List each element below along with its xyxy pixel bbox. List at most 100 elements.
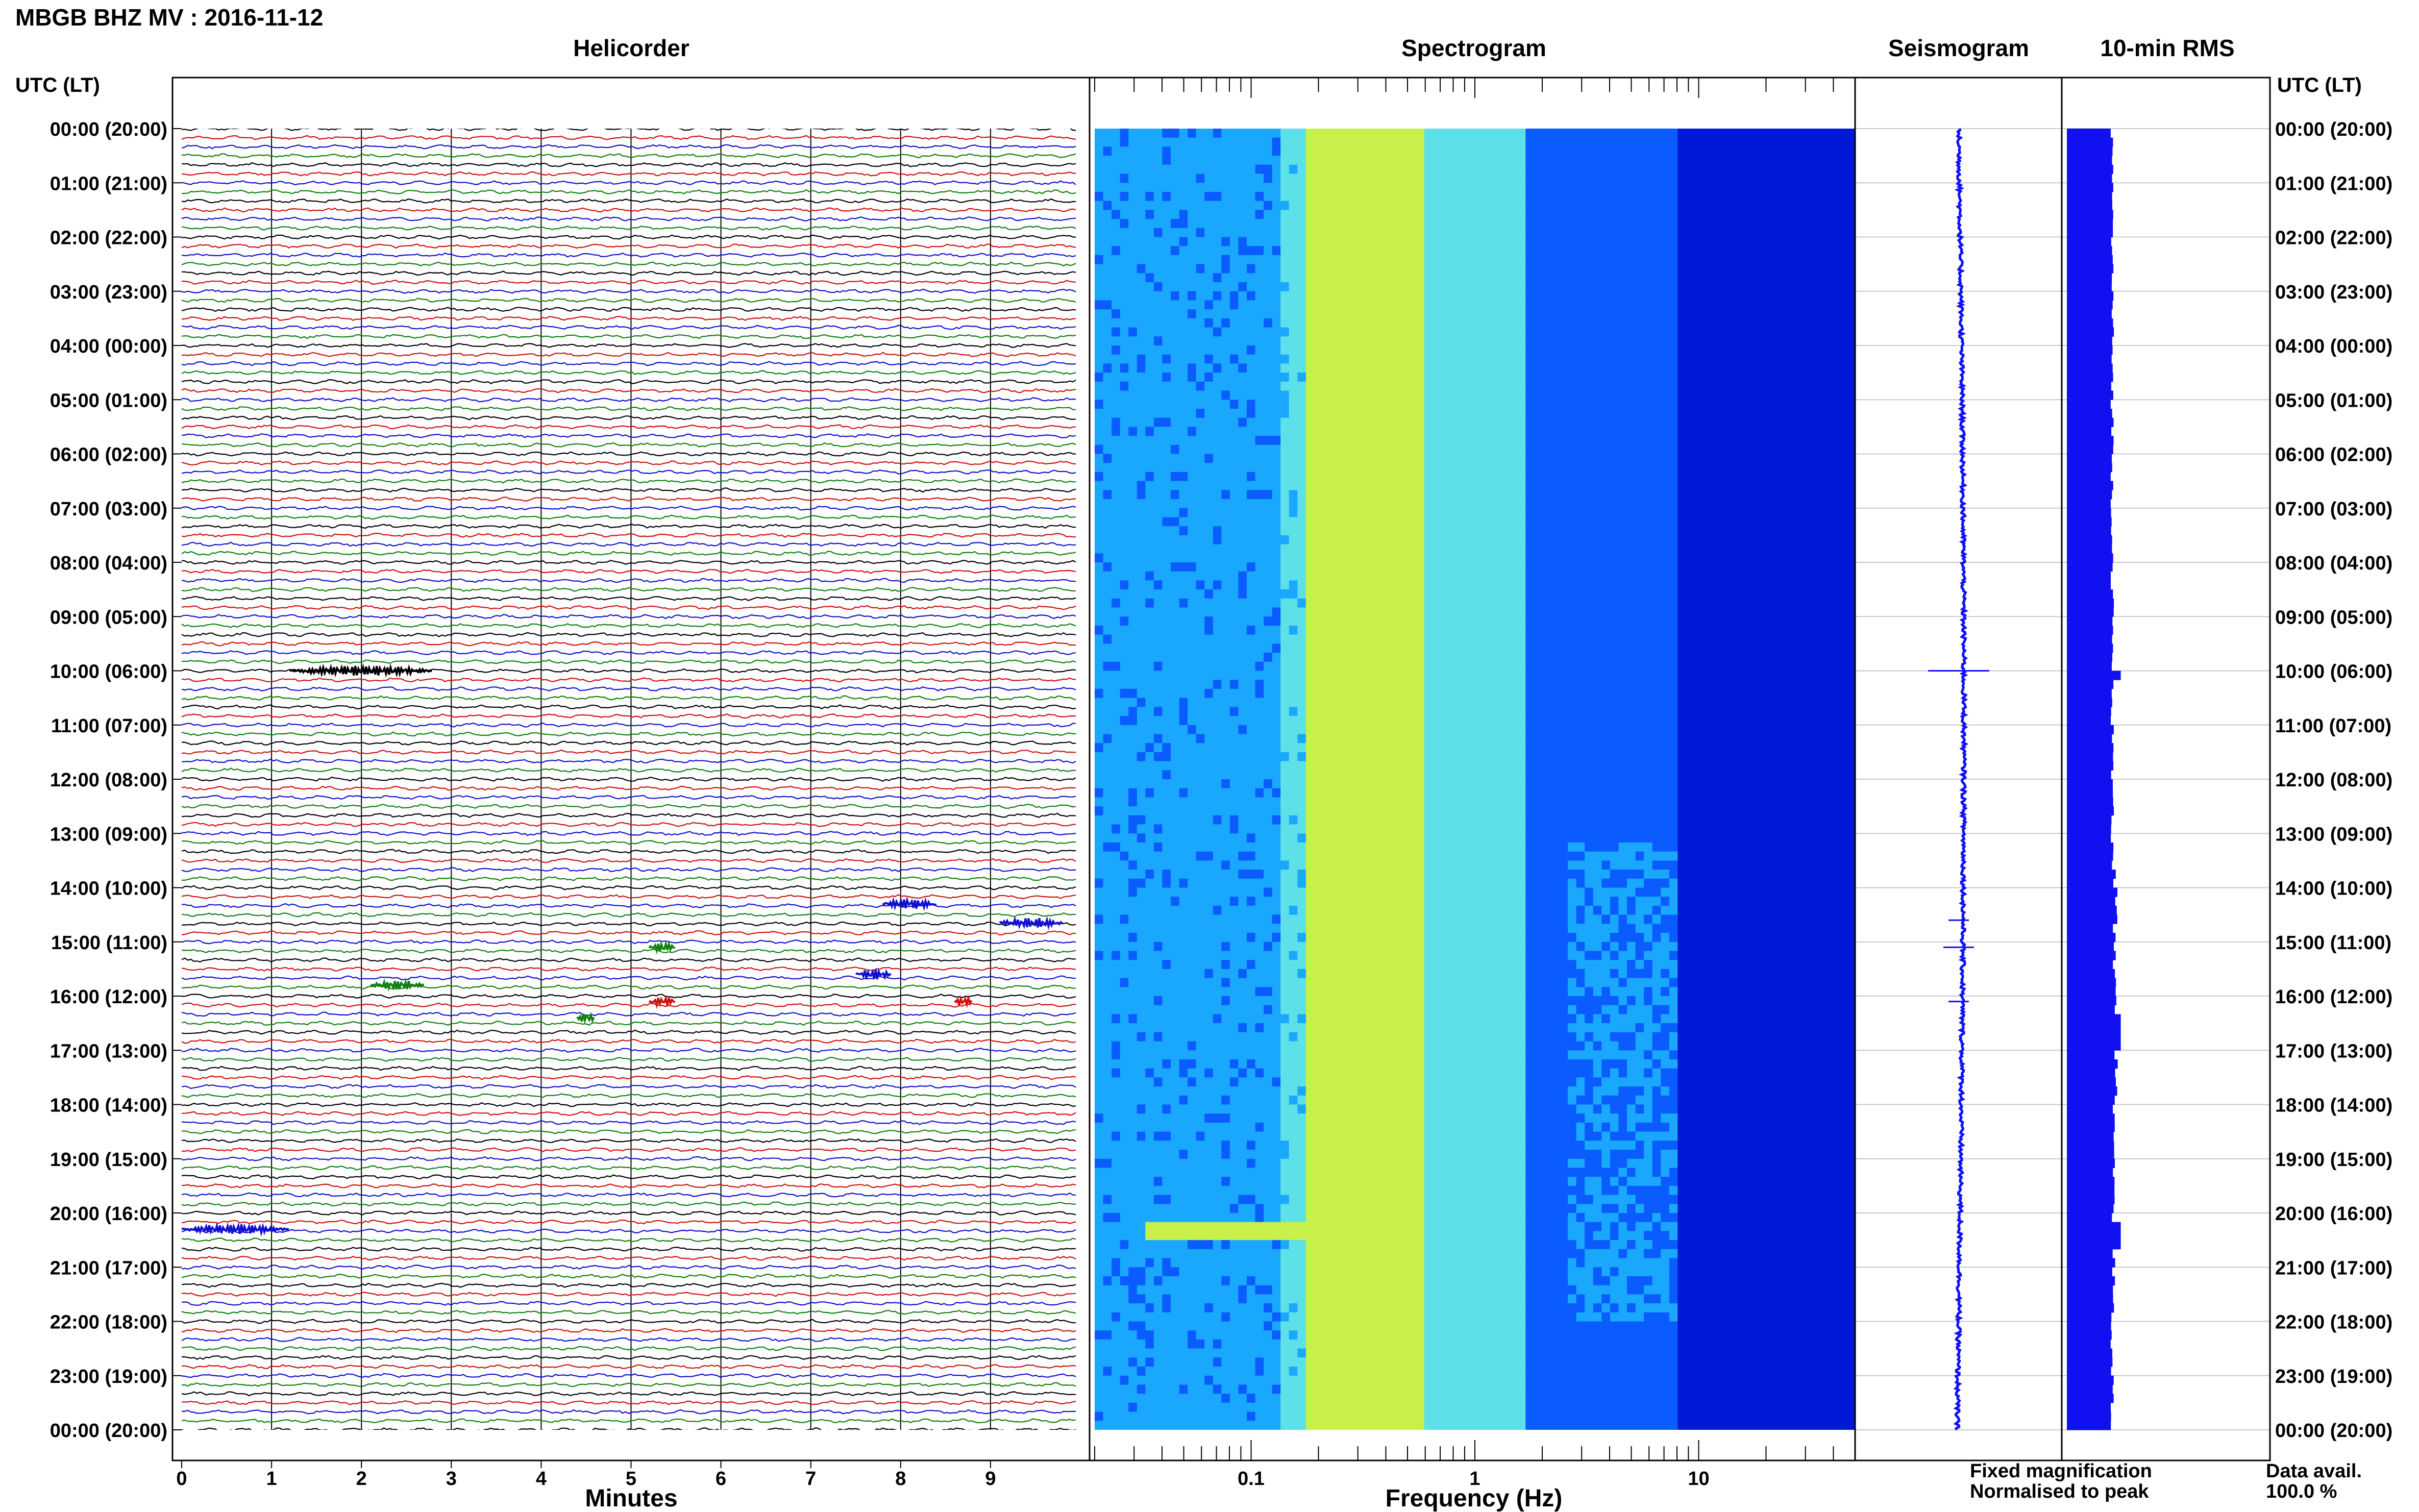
spectrogram-cell xyxy=(1331,210,1340,219)
spectrogram-cell xyxy=(1424,173,1433,183)
spectrogram-cell xyxy=(1509,553,1518,563)
spectrogram-cell xyxy=(1331,264,1340,274)
spectrogram-cell xyxy=(1264,589,1273,599)
spectrogram-cell xyxy=(1509,400,1518,409)
spectrogram-cell xyxy=(1830,526,1839,536)
spectrogram-cell xyxy=(1652,192,1661,202)
spectrogram-cell xyxy=(1686,327,1695,337)
spectrogram-cell xyxy=(1272,228,1281,238)
spectrogram-cell xyxy=(1509,571,1518,581)
spectrogram-cell xyxy=(1153,228,1163,238)
spectrogram-cell xyxy=(1492,454,1501,463)
spectrogram-cell xyxy=(1314,273,1323,283)
spectrogram-cell xyxy=(1179,282,1188,292)
spectrogram-cell xyxy=(1787,318,1796,328)
spectrogram-cell xyxy=(1568,400,1577,409)
spectrogram-cell xyxy=(1204,363,1214,373)
spectrogram-cell xyxy=(1559,535,1568,545)
spectrogram-cell xyxy=(1179,535,1188,545)
spectrogram-cell xyxy=(1500,580,1509,590)
spectrogram-cell xyxy=(1686,517,1695,527)
spectrogram-cell xyxy=(1314,345,1323,355)
spectrogram-cell xyxy=(1830,571,1839,581)
spectrogram-cell xyxy=(1407,454,1416,463)
spectrogram-cell xyxy=(1424,282,1433,292)
spectrogram-cell xyxy=(1340,454,1349,463)
spectrogram-cell xyxy=(1754,318,1763,328)
spectrogram-cell xyxy=(1601,481,1611,490)
spectrogram-cell xyxy=(1686,589,1695,599)
spectrogram-cell xyxy=(1711,562,1720,572)
spectrogram-cell xyxy=(1348,427,1357,436)
spectrogram-cell xyxy=(1264,562,1273,572)
spectrogram-cell xyxy=(1492,273,1501,283)
spectrogram-cell xyxy=(1601,535,1611,545)
spectrogram-cell xyxy=(1585,237,1594,246)
spectrogram-cell xyxy=(1635,454,1644,463)
spectrogram-cell xyxy=(1441,553,1450,563)
spectrogram-cell xyxy=(1694,201,1704,210)
spectrogram-cell xyxy=(1229,237,1239,246)
spectrogram-cell xyxy=(1728,183,1737,192)
spectrogram-cell xyxy=(1652,598,1661,608)
spectrogram-cell xyxy=(1204,129,1214,138)
spectrogram-cell xyxy=(1703,409,1712,418)
spectrogram-cell xyxy=(1433,409,1442,418)
spectrogram-cell xyxy=(1669,517,1678,527)
spectrogram-cell xyxy=(1314,210,1323,219)
spectrogram-cell xyxy=(1720,481,1729,490)
spectrogram-cell xyxy=(1112,363,1121,373)
spectrogram-cell xyxy=(1280,291,1290,301)
spectrogram-cell xyxy=(1627,264,1636,274)
spectrogram-cell xyxy=(1728,282,1737,292)
spectrogram-cell xyxy=(1247,390,1256,400)
spectrogram-cell xyxy=(1204,598,1214,608)
spectrogram-cell xyxy=(1416,219,1425,229)
spectrogram-cell xyxy=(1433,228,1442,238)
spectrogram-cell xyxy=(1297,219,1306,229)
spectrogram-cell xyxy=(1509,246,1518,256)
spectrogram-cell xyxy=(1314,526,1323,536)
spectrogram-cell xyxy=(1813,436,1822,445)
spectrogram-cell xyxy=(1770,282,1780,292)
spectrogram-cell xyxy=(1534,553,1543,563)
spectrogram-cell xyxy=(1821,156,1830,165)
spectrogram-cell xyxy=(1247,526,1256,536)
spectrogram-cell xyxy=(1247,237,1256,246)
spectrogram-cell xyxy=(1525,146,1535,156)
helicorder-trace xyxy=(181,1228,1076,1234)
spectrogram-cell xyxy=(1787,309,1796,319)
spectrogram-cell xyxy=(1365,246,1374,256)
spectrogram-cell xyxy=(1407,228,1416,238)
spectrogram-cell xyxy=(1500,562,1509,572)
spectrogram-cell xyxy=(1669,345,1678,355)
spectrogram-cell xyxy=(1103,535,1112,545)
spectrogram-cell xyxy=(1737,201,1746,210)
spectrogram-cell xyxy=(1703,589,1712,599)
spectrogram-cell xyxy=(1669,183,1678,192)
spectrogram-cell xyxy=(1838,517,1847,527)
spectrogram-cell xyxy=(1289,535,1298,545)
spectrogram-cell xyxy=(1289,400,1298,409)
spectrogram-cell xyxy=(1340,264,1349,274)
spectrogram-cell xyxy=(1796,246,1805,256)
spectrogram-cell xyxy=(1838,363,1847,373)
spectrogram-cell xyxy=(1137,201,1146,210)
spectrogram-cell xyxy=(1095,255,1104,265)
spectrogram-cell xyxy=(1720,237,1729,246)
spectrogram-cell xyxy=(1323,373,1332,382)
spectrogram-cell xyxy=(1120,255,1129,265)
spectrogram-cell xyxy=(1120,580,1129,590)
spectrogram-cell xyxy=(1399,173,1408,183)
spectrogram-cell xyxy=(1323,481,1332,490)
spectrogram-cell xyxy=(1500,173,1509,183)
spectrogram-cell xyxy=(1103,291,1112,301)
spectrogram-cell xyxy=(1229,363,1239,373)
spectrogram-cell xyxy=(1796,129,1805,138)
spectrogram-cell xyxy=(1813,409,1822,418)
spectrogram-cell xyxy=(1483,309,1492,319)
spectrogram-cell xyxy=(1796,526,1805,536)
spectrogram-cell xyxy=(1745,481,1754,490)
spectrogram-cell xyxy=(1677,499,1687,509)
spectrogram-cell xyxy=(1399,228,1408,238)
